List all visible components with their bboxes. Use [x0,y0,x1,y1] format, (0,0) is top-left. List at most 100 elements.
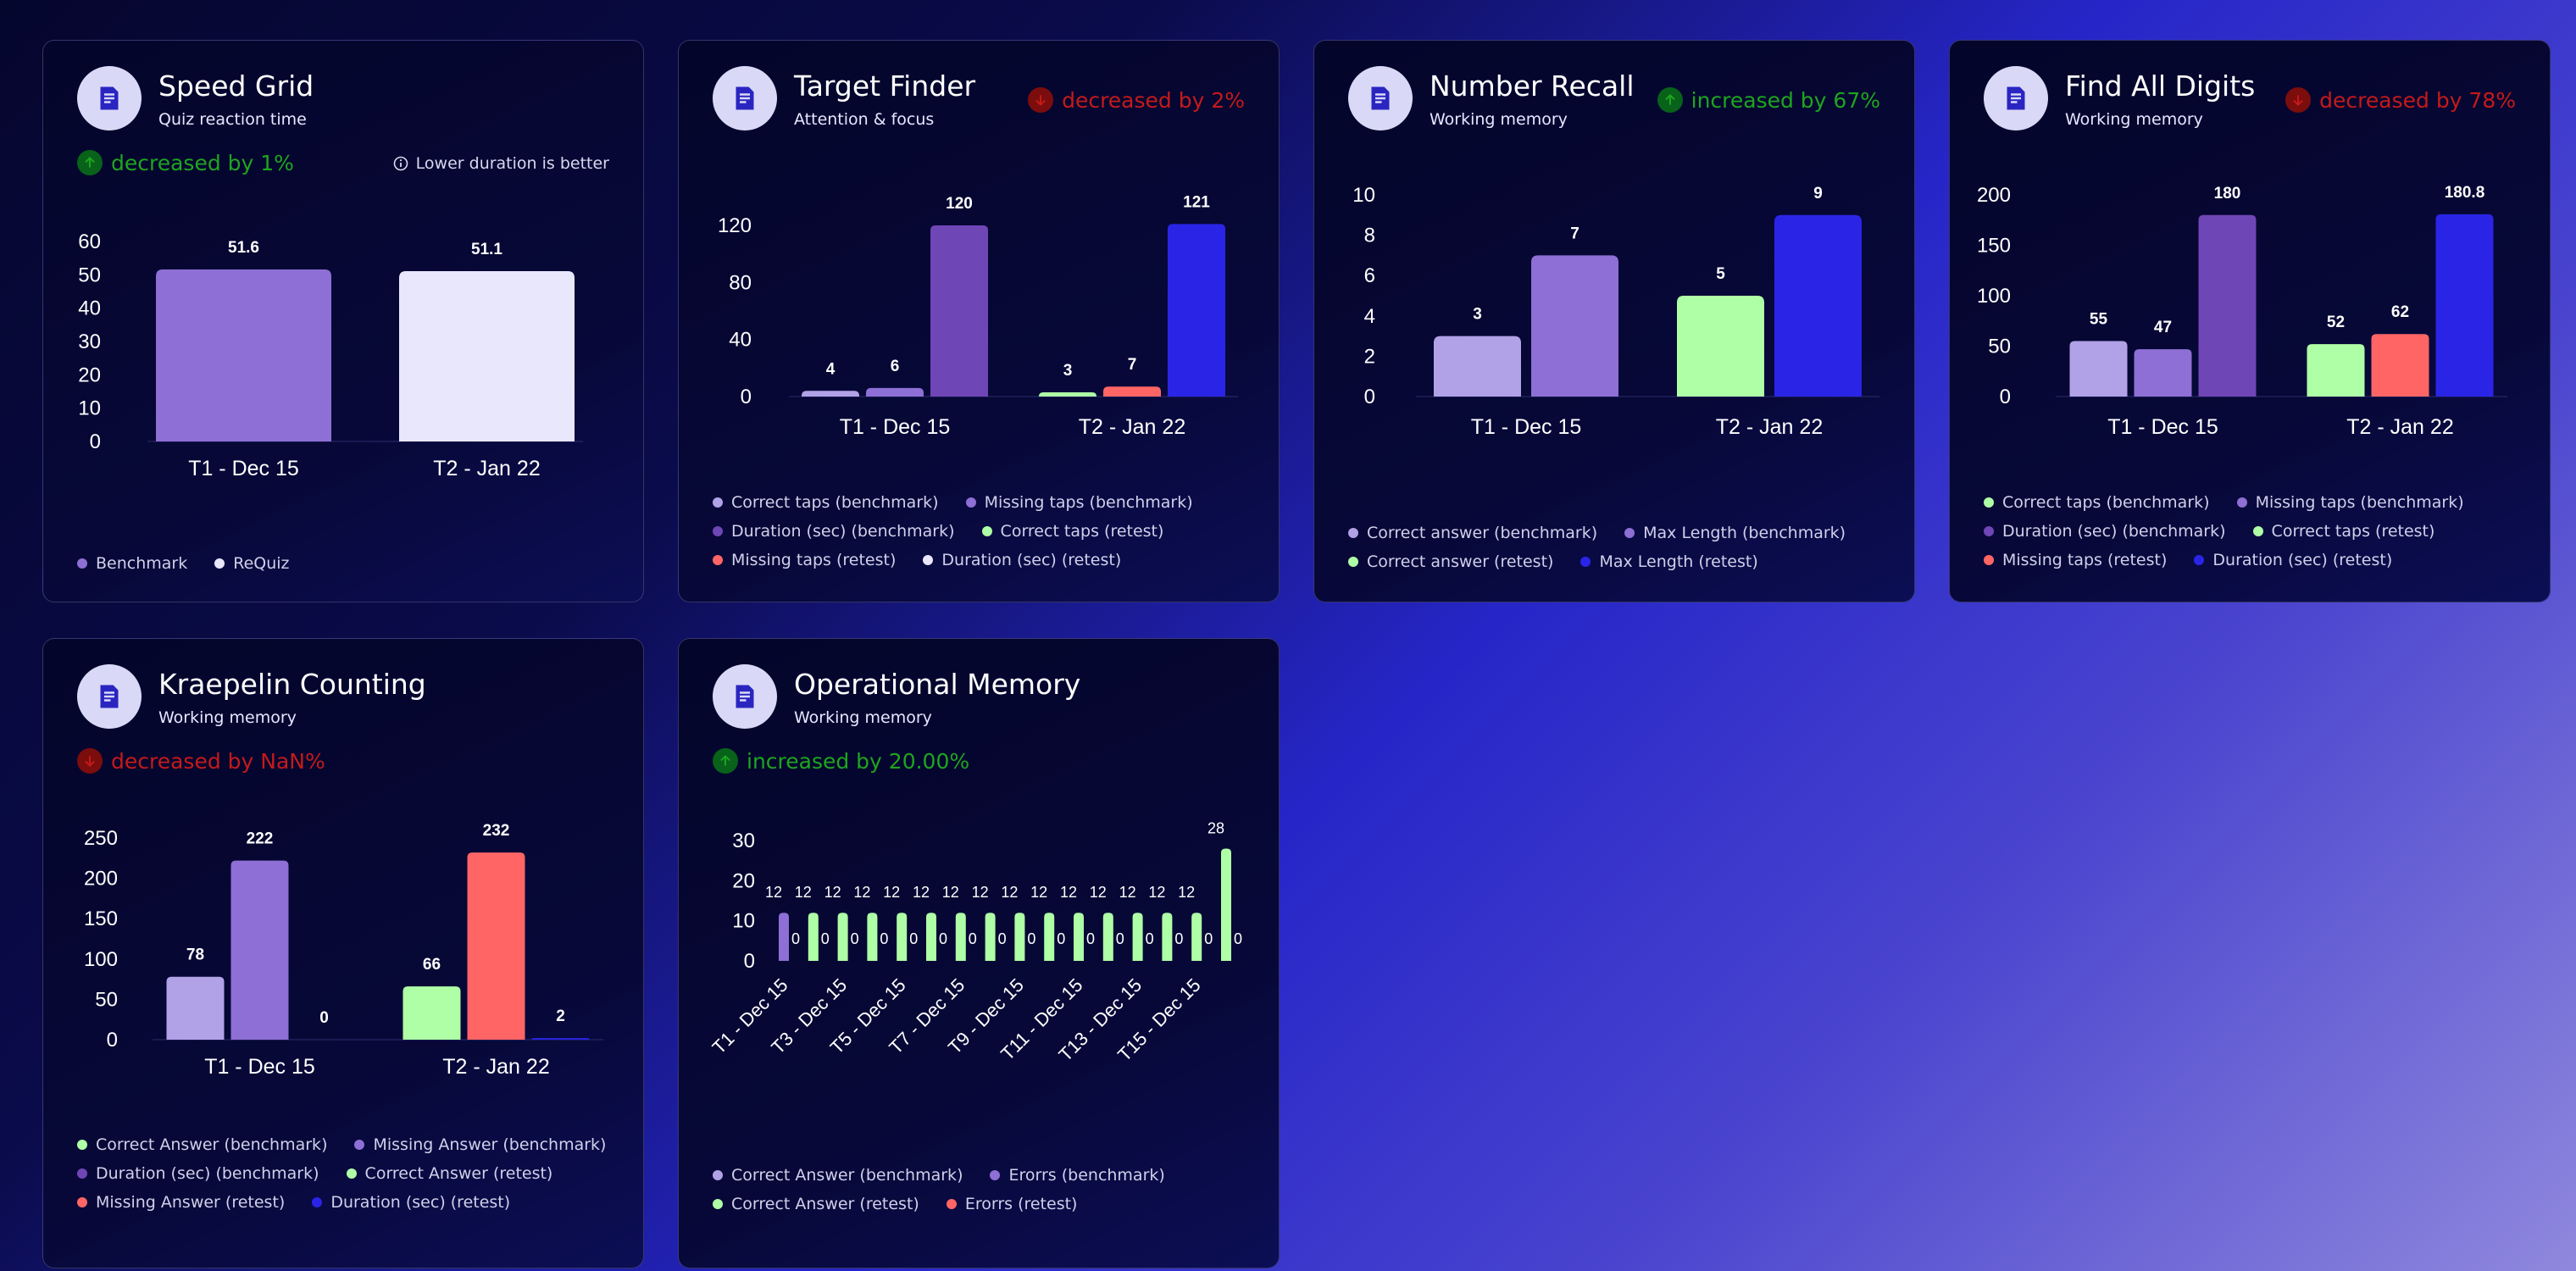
bar-value-label: 6 [891,358,900,375]
legend-item[interactable]: Correct answer (benchmark) [1348,524,1597,542]
legend-item[interactable]: Correct taps (benchmark) [1984,493,2210,512]
legend-label: Max Length (benchmark) [1643,524,1846,542]
y-tick-label: 200 [84,868,118,891]
bar-value-label: 0 [998,930,1007,947]
legend-item[interactable]: Missing Answer (retest) [77,1193,285,1212]
change-indicator: decreased by NaN% [77,748,325,774]
card-title: Operational Memory [794,668,1081,701]
legend-dot [713,1199,723,1209]
legend-item[interactable]: Erorrs (retest) [946,1195,1077,1213]
bar [1102,913,1113,961]
bar [1677,296,1764,397]
y-tick-label: 250 [84,827,118,850]
x-category-label: T2 - Jan 22 [433,457,540,480]
card-title: Speed Grid [158,69,314,103]
legend-item[interactable]: Correct Answer (benchmark) [713,1166,963,1185]
change-text: decreased by 2% [1062,87,1245,113]
number-recall-card: Number Recall Working memory increased b… [1313,40,1915,602]
x-category-label: T1 - Dec 15 [204,1055,315,1079]
legend-dot [77,1140,87,1150]
legend-label: Missing taps (retest) [731,551,897,569]
bar [1434,336,1521,397]
legend-item[interactable]: Duration (sec) (benchmark) [77,1164,319,1183]
bar-value-label: 7 [1570,225,1579,242]
legend-item[interactable]: Duration (sec) (retest) [312,1193,510,1212]
legend-item[interactable]: Benchmark [77,554,187,573]
legend-item[interactable]: Correct Answer (retest) [713,1195,919,1213]
bar-value-label: 55 [2090,311,2108,329]
bar [399,271,575,441]
bar-value-label: 12 [942,884,959,901]
bar-value-label: 222 [247,830,274,848]
chart-legend: Benchmark ReQuiz [77,554,626,573]
legend-item[interactable]: Max Length (retest) [1580,552,1758,571]
legend-item[interactable]: Correct taps (retest) [2252,522,2435,541]
legend-dot [713,526,723,536]
y-tick-label: 200 [1977,184,2011,207]
bar [802,391,859,397]
bar [1774,214,1862,397]
legend-dot [346,1168,357,1179]
y-tick-label: 40 [78,297,101,320]
legend-item[interactable]: Erorrs (benchmark) [990,1166,1165,1185]
bar-value-label: 5 [1716,265,1725,283]
bar [808,913,819,961]
y-tick-label: 50 [1988,336,2011,358]
arrow-down-icon [77,748,103,774]
legend-item[interactable]: Duration (sec) (benchmark) [1984,522,2226,541]
legend-item[interactable]: Missing taps (benchmark) [2236,493,2464,512]
legend-item[interactable]: Correct taps (retest) [981,522,1163,541]
legend-dot [2252,526,2263,536]
bar-value-label: 66 [423,956,441,974]
y-tick-label: 0 [2000,386,2011,408]
bar [2435,214,2494,397]
bar [1103,386,1161,397]
legend-item[interactable]: Missing taps (benchmark) [965,493,1193,512]
chart-legend: Correct Answer (benchmark) Erorrs (benchm… [713,1166,1262,1213]
bar [1044,913,1055,961]
legend-label: Correct taps (retest) [2271,522,2435,541]
legend-dot [946,1199,957,1209]
y-tick-label: 0 [744,950,755,973]
legend-item[interactable]: Max Length (benchmark) [1624,524,1846,542]
legend-item[interactable]: Missing taps (retest) [713,551,896,569]
bar-value-label: 0 [1174,930,1183,947]
legend-label: Max Length (retest) [1599,552,1758,571]
legend-item[interactable]: Duration (sec) (retest) [923,551,1121,569]
legend-label: Erorrs (benchmark) [1008,1166,1165,1185]
legend-item[interactable]: Correct taps (benchmark) [713,493,939,512]
bar [2069,341,2128,397]
change-text: increased by 20.00% [747,748,970,774]
arrow-up-icon [77,150,103,175]
legend-dot [1624,528,1635,538]
legend-item[interactable]: ReQuiz [214,554,290,573]
bar [1168,224,1225,397]
legend-item[interactable]: Correct Answer (retest) [346,1164,552,1183]
legend-item[interactable]: Missing taps (retest) [1984,551,2167,569]
legend-dot [1580,557,1591,567]
legend-dot [1348,528,1358,538]
legend-item[interactable]: Correct Answer (benchmark) [77,1135,327,1154]
bar-value-label: 12 [1090,884,1107,901]
bar-value-label: 12 [853,884,870,901]
bar [166,976,225,1040]
legend-item[interactable]: Missing Answer (benchmark) [354,1135,606,1154]
bar [1221,848,1231,961]
find-all-digits-card: Find All Digits Working memory decreased… [1949,40,2551,602]
y-tick-label: 50 [95,988,118,1011]
bar [2134,349,2192,397]
bar-value-label: 12 [1148,884,1165,901]
bar-value-label: 0 [969,930,977,947]
kraepelin-chart: 0 50 100 150 200 250 78 222 0 T1 - Dec 15 66 232 2 T2… [84,822,603,1079]
y-tick-label: 150 [84,907,118,930]
legend-label: ReQuiz [233,554,290,573]
legend-dot [1348,557,1358,567]
legend-item[interactable]: Duration (sec) (benchmark) [713,522,955,541]
bar-value-label: 12 [824,884,841,901]
legend-item[interactable]: Duration (sec) (retest) [2194,551,2392,569]
change-indicator: increased by 67% [1657,87,1880,113]
bar [2198,214,2257,397]
bar-value-label: 3 [1063,362,1073,380]
bar [930,225,988,397]
legend-item[interactable]: Correct answer (retest) [1348,552,1553,571]
